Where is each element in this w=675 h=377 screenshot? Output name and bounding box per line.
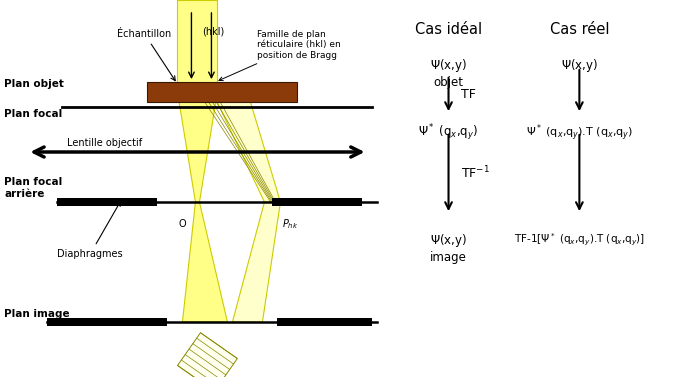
Polygon shape [213,92,280,202]
Text: Lentille objectif: Lentille objectif [68,138,142,148]
Text: Plan focal: Plan focal [5,109,63,119]
Text: Cas idéal: Cas idéal [415,22,482,37]
Text: Plan objet: Plan objet [5,79,64,89]
Text: Cas réel: Cas réel [549,22,609,37]
Polygon shape [182,202,227,322]
Polygon shape [178,333,238,377]
Bar [57,198,157,206]
Text: O: O [179,219,186,229]
Text: Diaphragmes: Diaphragmes [57,201,123,259]
Text: TF: TF [460,88,475,101]
Bar [277,318,373,326]
Bar [147,82,298,102]
Text: $\Psi$(x,y)
objet: $\Psi$(x,y) objet [430,57,467,89]
Text: $\Psi$(x,y)
image: $\Psi$(x,y) image [430,232,467,264]
Text: Plan focal
arrière: Plan focal arrière [5,178,63,199]
Text: TF-1[$\Psi^*$ (q$_x$,q$_y$).T (q$_x$,q$_y$)]: TF-1[$\Psi^*$ (q$_x$,q$_y$).T (q$_x$,q$_… [514,232,645,248]
Text: TF$^{-1}$: TF$^{-1}$ [460,165,489,181]
Text: $P_{hk}$: $P_{hk}$ [282,217,299,231]
Text: (hkl): (hkl) [202,27,225,37]
Text: $\Psi^*$ (q$_x$,q$_y$): $\Psi^*$ (q$_x$,q$_y$) [418,122,479,143]
Polygon shape [178,92,217,202]
Text: $\Psi^*$ (q$_x$,q$_y$).T (q$_x$,q$_y$): $\Psi^*$ (q$_x$,q$_y$).T (q$_x$,q$_y$) [526,122,633,143]
Text: $\Psi$(x,y): $\Psi$(x,y) [561,57,598,74]
Bar [47,318,167,326]
Text: Échantillon: Échantillon [117,29,176,81]
Polygon shape [232,202,280,322]
Text: Plan image: Plan image [5,309,70,319]
Text: Famille de plan
réticulaire (hkl) en
position de Bragg: Famille de plan réticulaire (hkl) en pos… [219,30,341,81]
Polygon shape [178,0,217,92]
Bar [273,198,362,206]
